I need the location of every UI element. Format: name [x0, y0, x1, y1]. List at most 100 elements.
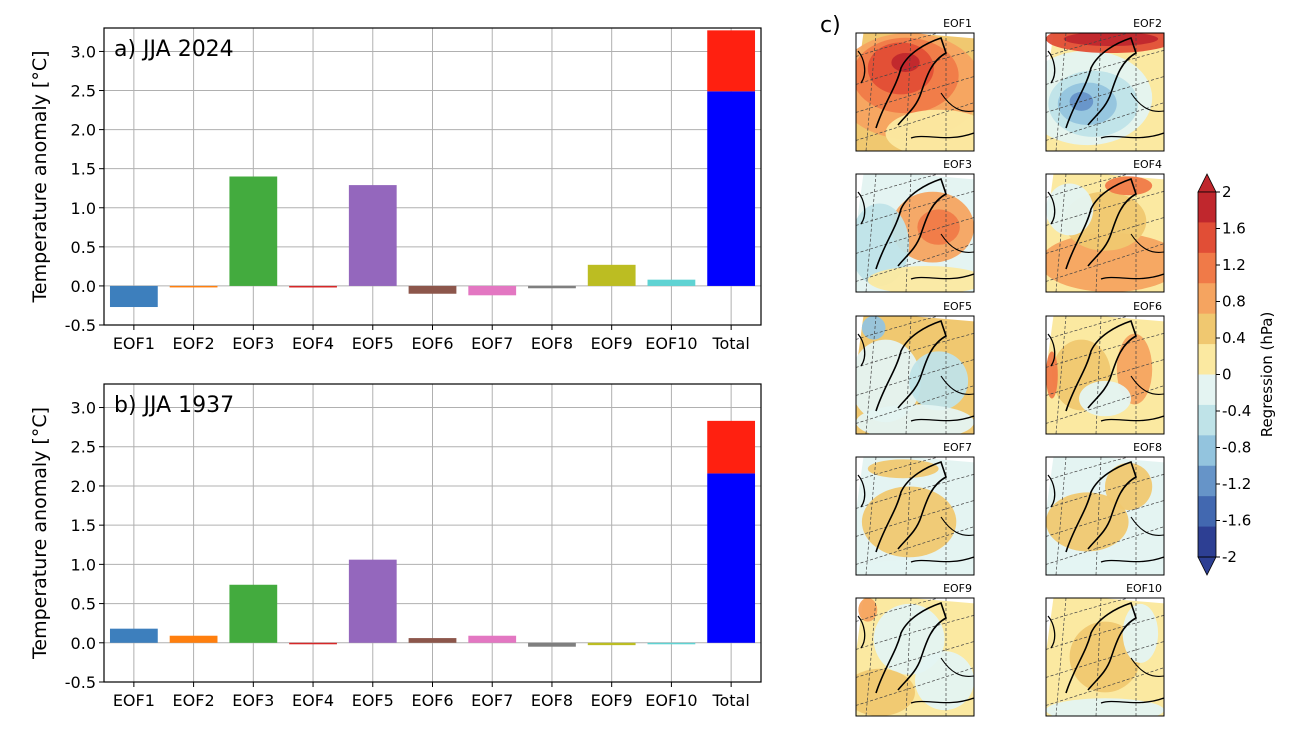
x-tick-label: EOF9 [591, 334, 633, 353]
map-panel-eof6: EOF6 [1045, 300, 1165, 435]
graticule-lat [1046, 33, 1130, 57]
y-tick-label: 2.0 [71, 121, 96, 140]
map-panel-eof7: EOF7 [855, 441, 975, 576]
map-title: EOF4 [1133, 158, 1162, 171]
contour-region [1046, 183, 1094, 236]
graticule-lat [1046, 614, 1164, 650]
x-tick-label: EOF3 [232, 691, 274, 710]
map-frame [855, 456, 975, 576]
graticule-lat [1046, 243, 1164, 282]
colorbar-tick-label: 0.8 [1222, 293, 1246, 311]
bar-eof7 [468, 635, 517, 643]
coastline [875, 177, 947, 270]
x-tick-label: EOF4 [292, 334, 334, 353]
x-tick-label: EOF8 [531, 691, 573, 710]
coastline [1065, 460, 1137, 553]
map-title: EOF8 [1133, 441, 1162, 454]
graticule-lat [856, 500, 974, 537]
colorbar-tick-label: -0.4 [1222, 402, 1251, 420]
x-tick-label: EOF6 [411, 334, 453, 353]
coastline [1065, 319, 1137, 412]
colorbar-extend-min [1197, 556, 1217, 576]
x-tick-label: EOF10 [645, 334, 697, 353]
x-tick-label: EOF5 [352, 334, 394, 353]
coastline [857, 474, 866, 508]
x-tick-label: EOF3 [232, 334, 274, 353]
contour-region [885, 109, 974, 151]
colorbar-segment [1198, 496, 1216, 528]
y-tick-label: 3.0 [71, 42, 96, 61]
graticule-lat [1046, 385, 1164, 424]
map-panel-eof1: EOF1 [855, 17, 975, 152]
coastline [1065, 36, 1137, 129]
contour-region [1079, 380, 1131, 417]
contour-region [909, 351, 969, 411]
contour-region [861, 486, 957, 558]
coastline [1065, 601, 1137, 694]
y-tick-label: 2.5 [71, 438, 96, 457]
coastline [1130, 92, 1164, 112]
colorbar-segment [1198, 435, 1216, 467]
colorbar-tick-label: -2 [1222, 548, 1237, 566]
x-tick-label: EOF1 [113, 691, 155, 710]
graticule-lat [856, 614, 974, 650]
graticule-lat [1046, 667, 1164, 706]
coastline [1100, 273, 1164, 280]
coastline [875, 601, 947, 694]
graticule-lat [856, 332, 974, 368]
coastline [1100, 132, 1164, 139]
bar-eof8 [528, 285, 576, 289]
colorbar-segment [1198, 313, 1216, 345]
colorbar-segment [1198, 192, 1216, 223]
coastline [910, 415, 974, 422]
y-tick-label: 2.5 [71, 82, 96, 101]
x-tick-label: Total [711, 691, 749, 710]
bar-total-red [707, 420, 756, 474]
bar-eof3 [229, 584, 278, 643]
y-tick-label: 1.5 [71, 516, 96, 535]
graticule-lat [856, 102, 974, 141]
bar-total-red [707, 30, 756, 92]
map-frame [1045, 597, 1165, 717]
coastline [1130, 375, 1164, 395]
colorbar: 2 1.6 1.2 0.8 0.4 0 -0.4 -0.8 -1.2 -1.6 -2 Regressi… [1197, 173, 1276, 576]
coastline [910, 132, 974, 139]
y-tick-label: 1.5 [71, 160, 96, 179]
bar-eof9 [587, 264, 636, 286]
colorbar-segment [1198, 344, 1216, 375]
bar-eof6 [408, 638, 457, 643]
colorbar-segment [1198, 526, 1216, 558]
colorbar-tick-label: 0.4 [1222, 329, 1246, 347]
colorbar-tick-label: 1.2 [1222, 256, 1246, 274]
colorbar-segment [1198, 374, 1216, 406]
colorbar-tick-label: 0 [1222, 366, 1232, 384]
contour-region [917, 209, 960, 245]
contour-region [1069, 621, 1141, 693]
y-tick-label: 3.0 [71, 399, 96, 418]
map-title: EOF1 [943, 17, 972, 30]
coastline [940, 375, 974, 395]
graticule-lat [856, 76, 974, 113]
map-frame [855, 32, 975, 152]
y-tick-label: -0.5 [65, 673, 96, 692]
coastline [940, 233, 974, 253]
graticule-lat [856, 316, 940, 340]
contour-region [856, 404, 974, 434]
coastline [1130, 657, 1164, 677]
bar-eof1 [109, 628, 158, 643]
graticule-lat [1046, 190, 1164, 226]
contour-region [861, 316, 886, 340]
graticule-lat [1046, 359, 1164, 396]
bar-total-blue [707, 91, 756, 286]
map-panel-eof2: EOF2 [1045, 17, 1165, 152]
coastline [875, 36, 947, 129]
x-tick-label: EOF5 [352, 691, 394, 710]
graticule-lat [1046, 102, 1164, 141]
coastline [1047, 333, 1056, 367]
coastline [1130, 516, 1164, 536]
x-tick-label: Total [711, 334, 749, 353]
contour-region [856, 668, 915, 716]
contour-region [1105, 462, 1153, 511]
bar-eof10 [647, 279, 696, 286]
colorbar-tick-label: 2 [1222, 183, 1232, 201]
